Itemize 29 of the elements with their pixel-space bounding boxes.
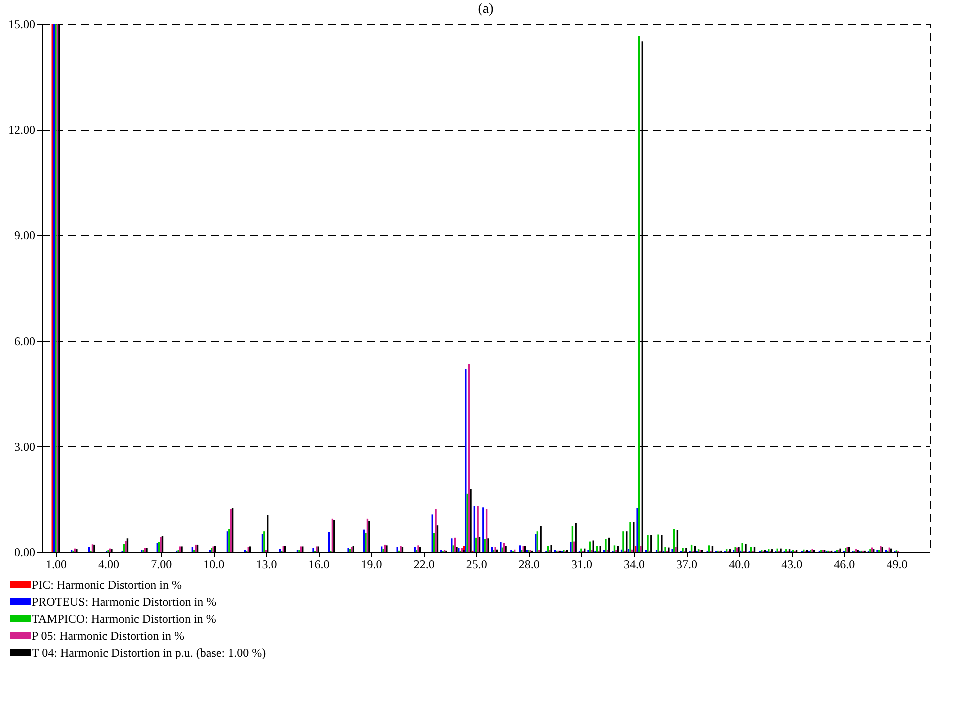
legend-label: TAMPICO: Harmonic Distortion in % bbox=[32, 612, 216, 626]
legend-label: T 04: Harmonic Distortion in p.u. (base: 1.00 %) bbox=[32, 646, 266, 660]
y-tick-label: 12.00 bbox=[8, 123, 36, 138]
y-tick-label: 3.00 bbox=[14, 440, 36, 454]
x-tick-label: 46.0 bbox=[834, 558, 856, 572]
y-tick-label: 0.00 bbox=[14, 546, 36, 560]
x-tick-label: 49.0 bbox=[886, 558, 908, 572]
x-tick-label: 37.0 bbox=[676, 558, 698, 572]
x-tick-label: 43.0 bbox=[782, 558, 803, 572]
x-tick-label: 28.0 bbox=[518, 558, 540, 572]
x-tick-label: 25.0 bbox=[466, 558, 488, 572]
x-tick-label: 19.0 bbox=[361, 558, 382, 572]
legend-label: PIC: Harmonic Distortion in % bbox=[32, 578, 182, 592]
x-tick-label: 16.0 bbox=[308, 558, 330, 572]
x-tick-label: 34.0 bbox=[624, 558, 645, 572]
y-tick-label: 6.00 bbox=[14, 334, 36, 348]
x-tick-label: 1.00 bbox=[46, 558, 68, 572]
x-tick-label: 22.0 bbox=[414, 558, 435, 572]
chart-title: (a) bbox=[478, 2, 494, 17]
x-tick-label: 10.0 bbox=[204, 558, 225, 572]
y-tick-label: 9.00 bbox=[14, 228, 36, 243]
x-tick-label: 4.00 bbox=[98, 558, 120, 572]
legend-label: PROTEUS: Harmonic Distortion in % bbox=[32, 595, 217, 609]
x-tick-label: 31.0 bbox=[571, 558, 592, 572]
y-tick-label: 15.00 bbox=[8, 18, 36, 32]
x-tick-label: 7.00 bbox=[151, 558, 172, 572]
x-tick-label: 13.0 bbox=[256, 558, 278, 572]
x-tick-label: 40.0 bbox=[729, 558, 750, 572]
legend-label: P 05: Harmonic Distortion in % bbox=[32, 629, 185, 643]
